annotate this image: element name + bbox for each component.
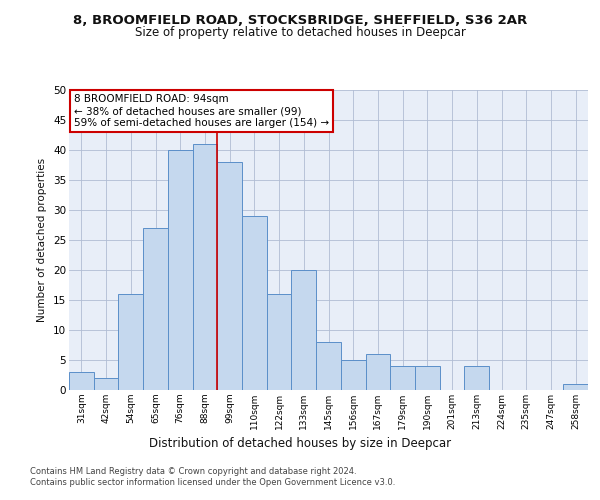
Bar	[341, 360, 365, 390]
Y-axis label: Number of detached properties: Number of detached properties	[37, 158, 47, 322]
Text: 8 BROOMFIELD ROAD: 94sqm
← 38% of detached houses are smaller (99)
59% of semi-d: 8 BROOMFIELD ROAD: 94sqm ← 38% of detach…	[74, 94, 329, 128]
Bar	[118, 294, 143, 390]
Bar	[464, 366, 489, 390]
Bar	[94, 378, 118, 390]
Text: Contains public sector information licensed under the Open Government Licence v3: Contains public sector information licen…	[30, 478, 395, 487]
Bar	[217, 162, 242, 390]
Text: Size of property relative to detached houses in Deepcar: Size of property relative to detached ho…	[134, 26, 466, 39]
Bar	[267, 294, 292, 390]
Bar	[563, 384, 588, 390]
Text: Contains HM Land Registry data © Crown copyright and database right 2024.: Contains HM Land Registry data © Crown c…	[30, 468, 356, 476]
Bar	[242, 216, 267, 390]
Bar	[316, 342, 341, 390]
Bar	[193, 144, 217, 390]
Bar	[390, 366, 415, 390]
Bar	[415, 366, 440, 390]
Bar	[69, 372, 94, 390]
Bar	[292, 270, 316, 390]
Bar	[168, 150, 193, 390]
Text: 8, BROOMFIELD ROAD, STOCKSBRIDGE, SHEFFIELD, S36 2AR: 8, BROOMFIELD ROAD, STOCKSBRIDGE, SHEFFI…	[73, 14, 527, 27]
Bar	[365, 354, 390, 390]
Text: Distribution of detached houses by size in Deepcar: Distribution of detached houses by size …	[149, 438, 451, 450]
Bar	[143, 228, 168, 390]
